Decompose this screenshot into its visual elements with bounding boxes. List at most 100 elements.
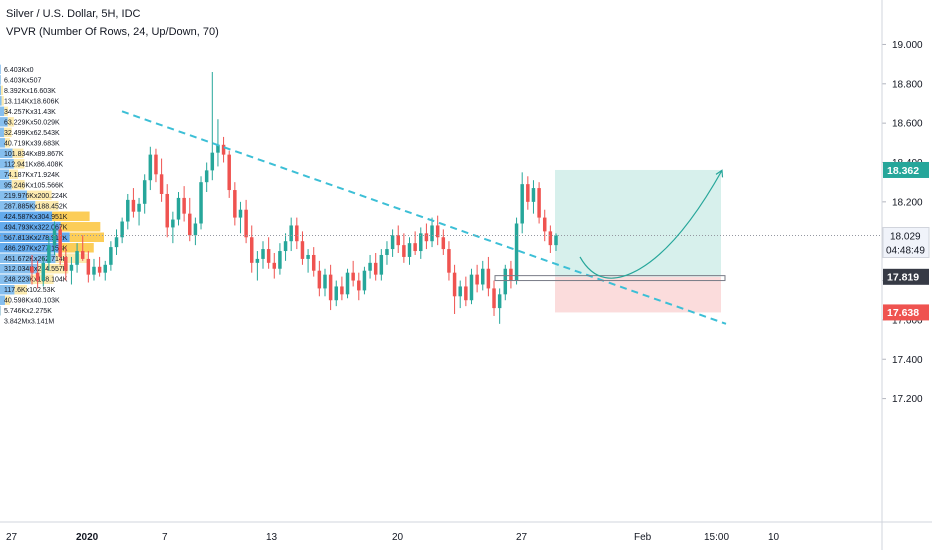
candle-body xyxy=(272,262,277,269)
candle-body xyxy=(120,221,124,238)
vp-row-up xyxy=(0,180,12,190)
vp-row-label: 287.885Kx188.452K xyxy=(4,203,68,210)
vp-row-down xyxy=(35,201,59,211)
vp-row-down xyxy=(1,96,4,106)
vp-row-down xyxy=(13,159,25,169)
candle-body xyxy=(289,225,293,242)
candle-body xyxy=(396,235,400,246)
candle-body xyxy=(233,190,237,218)
vp-row-label: 248.223Kx188.104K xyxy=(4,277,68,284)
entry-price-tag: 17.819 xyxy=(887,272,919,284)
vp-row-label: 494.793Kx322.067K xyxy=(4,224,68,231)
candle-body xyxy=(261,249,265,259)
vp-row-label: 219.976Kx200.224K xyxy=(4,193,68,200)
vp-row-up xyxy=(0,148,13,159)
candle-body xyxy=(531,188,536,202)
volume-profile: 6.403Kx0 6.403Kx507 8.392Kx16.603K 13.114Kx… xyxy=(0,64,104,326)
vp-row-label: 117.6Kx102.53K xyxy=(4,287,56,294)
vp-row-down xyxy=(7,117,14,127)
candle-body xyxy=(148,154,153,181)
candle-body xyxy=(199,182,203,224)
candle-body xyxy=(75,251,79,265)
candle-body xyxy=(390,235,395,250)
countdown-tag: 04:48:49 xyxy=(886,245,925,256)
y-tick-label: 19.000 xyxy=(892,40,923,51)
vp-row-up xyxy=(0,96,2,106)
vp-row-label: 74.187Kx71.924K xyxy=(4,172,60,179)
vp-row-down xyxy=(5,138,10,148)
drawings xyxy=(0,110,882,325)
vp-row-up xyxy=(0,295,5,305)
candle-body xyxy=(481,268,485,285)
vp-row-label: 424.587Kx304.951K xyxy=(4,214,68,221)
position-zones xyxy=(555,169,721,313)
candle-body xyxy=(373,262,378,275)
indicator-label: VPVR (Number Of Rows, 24, Up/Down, 70) xyxy=(6,26,219,38)
candle-body xyxy=(323,274,327,289)
candle-body xyxy=(497,294,502,309)
vp-row-up xyxy=(0,64,1,75)
vp-row-down xyxy=(27,190,52,201)
candle-body xyxy=(300,241,305,259)
candle-body xyxy=(188,213,192,236)
candle-body xyxy=(204,170,209,183)
vp-row-label: 486.297Kx277.158K xyxy=(4,245,68,252)
candle-body xyxy=(249,237,254,263)
candle-body xyxy=(221,144,226,155)
vp-row-label: 40.719Kx39.683K xyxy=(4,140,60,147)
vp-row-up xyxy=(0,284,15,295)
vp-row-label: 40.598Kx40.103K xyxy=(4,298,60,305)
candle-body xyxy=(503,268,508,295)
candle-body xyxy=(486,268,491,289)
vp-row-label: 3.842Mx3.141M xyxy=(4,319,54,326)
y-tick-label: 18.600 xyxy=(892,119,923,130)
candle-body xyxy=(334,286,339,301)
candle-body xyxy=(458,286,462,297)
vp-row-up xyxy=(0,253,56,263)
projection-curve xyxy=(579,170,723,279)
candle-body xyxy=(464,286,468,301)
candle-body xyxy=(306,254,310,259)
vp-row-up xyxy=(0,169,10,180)
x-tick-label: 20 xyxy=(392,532,404,543)
vp-row-label: 13.114Kx18.606K xyxy=(4,98,59,105)
vp-row-up xyxy=(0,263,39,274)
entry-price-tag-bg xyxy=(883,268,929,285)
candle-body xyxy=(475,274,479,285)
candle-body xyxy=(165,193,169,228)
candle-body xyxy=(97,266,102,273)
vp-row-up xyxy=(0,106,5,117)
candle-body xyxy=(430,225,434,242)
candle-body xyxy=(41,262,46,281)
vp-row-down xyxy=(12,148,24,159)
vp-row-label: 451.672Kx262.714K xyxy=(4,256,68,263)
candle-body xyxy=(283,241,288,252)
x-tick-label: 15:00 xyxy=(704,532,729,543)
candle-body xyxy=(311,254,316,271)
candle-body xyxy=(345,272,350,295)
vp-row-label: 101.834Kx89.867K xyxy=(4,151,64,158)
stop-price-tag: 17.638 xyxy=(887,307,919,319)
candle-body xyxy=(441,237,446,250)
vp-row-down xyxy=(3,127,12,138)
candle-body xyxy=(362,270,367,291)
x-tick-label: Feb xyxy=(634,532,652,543)
candle-body xyxy=(435,225,440,238)
candle-body xyxy=(80,251,85,259)
price-axis: 19.00018.80018.60018.40018.20018.00017.8… xyxy=(882,40,923,405)
candle-body xyxy=(210,152,215,171)
vp-row-up xyxy=(0,274,31,284)
target-price-tag: 18.362 xyxy=(887,165,919,177)
candle-body xyxy=(159,174,164,194)
candle-body xyxy=(154,154,158,175)
vp-row-up xyxy=(0,117,8,127)
candle-body xyxy=(47,245,51,263)
candle-body xyxy=(109,247,113,265)
candle-body xyxy=(357,280,361,291)
stop-zone xyxy=(555,276,721,313)
candle-body xyxy=(407,243,412,257)
candle-body xyxy=(278,251,282,269)
vp-row-up xyxy=(0,190,28,201)
entry-box xyxy=(494,275,726,282)
